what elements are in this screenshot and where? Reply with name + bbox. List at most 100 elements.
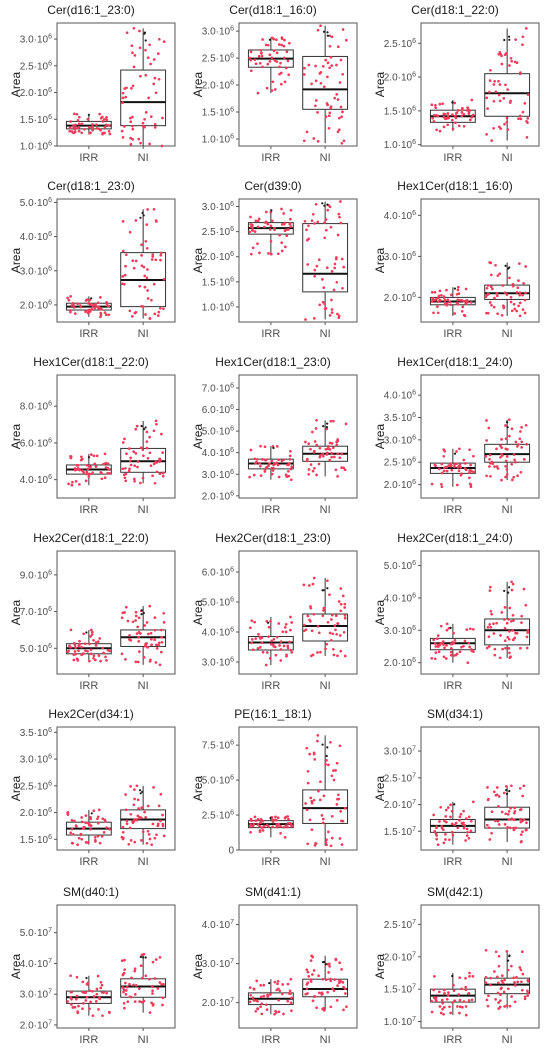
data-point (448, 300, 452, 304)
data-point (334, 958, 338, 962)
y-tick-label: 2.0·107 (384, 951, 416, 963)
data-point (129, 839, 133, 842)
data-point (313, 758, 317, 761)
data-point (153, 616, 157, 619)
data-point (128, 467, 131, 471)
data-point (504, 464, 507, 468)
data-point (315, 1006, 318, 1010)
data-point (87, 310, 91, 314)
data-point (262, 983, 266, 987)
data-point (124, 466, 127, 470)
data-point (328, 965, 331, 968)
data-point (525, 443, 528, 446)
data-point (277, 622, 281, 625)
boxplot-panel: SM(d40:1) 2.0·107 3.0·107 4.0·107 5.0·107 IRR… (0, 885, 182, 1055)
data-point (309, 463, 313, 466)
data-point (504, 812, 508, 816)
data-point (146, 646, 149, 649)
data-point (458, 1005, 462, 1009)
data-point (77, 649, 80, 653)
data-point (306, 970, 310, 974)
data-point (290, 824, 294, 828)
data-point (150, 1001, 153, 1005)
y-tick-label: 2.0·106 (384, 657, 416, 669)
data-point (302, 583, 306, 587)
data-point (100, 991, 104, 994)
y-tick-label: 3.0·106 (202, 657, 234, 669)
data-point (446, 114, 450, 118)
x-tick-label: NI (138, 504, 149, 516)
data-point (450, 822, 454, 826)
data-point (442, 1005, 446, 1009)
y-tick-label: 1.0·106 (384, 139, 416, 151)
data-point (103, 819, 107, 823)
data-point (324, 228, 328, 232)
data-point (98, 997, 102, 1001)
data-point (274, 653, 278, 657)
data-point (89, 652, 93, 656)
data-point (470, 648, 473, 651)
data-point (283, 221, 287, 225)
data-point (267, 252, 270, 255)
data-point (85, 470, 89, 474)
y-tick-label: 1.0·106 (20, 141, 52, 153)
data-point (162, 621, 166, 624)
data-point (330, 836, 334, 840)
data-point (328, 441, 332, 445)
y-axis-label: Area (9, 424, 23, 450)
data-point (307, 975, 311, 978)
data-point (324, 841, 328, 844)
data-point (151, 474, 154, 478)
data-point (434, 297, 438, 301)
data-point (457, 124, 461, 128)
data-point (499, 993, 502, 997)
data-point (151, 253, 155, 256)
data-point (507, 618, 510, 621)
data-point (69, 456, 73, 460)
data-point (266, 43, 270, 47)
data-point (254, 62, 258, 66)
boxplot-panel: Hex2Cer(d34:1) 1.5·106 2.0·106 2.5·106 3.0·1… (0, 707, 182, 877)
data-point (158, 663, 162, 667)
data-point (340, 452, 343, 456)
data-point (141, 830, 145, 834)
data-point (133, 54, 137, 57)
data-point (489, 625, 493, 629)
data-point (145, 276, 149, 280)
data-point (343, 654, 347, 658)
outlier-point (321, 743, 324, 746)
data-point (256, 242, 259, 246)
chart-title: Cer(d16:1_23:0) (47, 3, 135, 17)
data-point (442, 454, 446, 458)
data-point (148, 977, 151, 981)
data-point (508, 1004, 512, 1008)
data-point (486, 1004, 490, 1008)
data-point (271, 80, 275, 84)
data-point (502, 97, 506, 100)
data-point (515, 975, 518, 979)
data-point (123, 125, 126, 128)
data-point (316, 111, 319, 114)
data-point (148, 142, 151, 146)
box-irr (429, 971, 476, 1017)
data-point (93, 835, 97, 839)
box-ni (120, 784, 167, 847)
data-point (273, 818, 277, 822)
data-point (506, 128, 510, 131)
data-point (90, 630, 94, 634)
data-point (279, 824, 282, 828)
data-point (151, 960, 155, 964)
data-point (162, 611, 166, 615)
data-point (443, 646, 446, 650)
data-point (319, 650, 322, 654)
data-point (442, 115, 446, 119)
data-point (469, 829, 473, 833)
data-point (500, 446, 503, 449)
data-point (281, 630, 285, 634)
data-point (106, 462, 110, 465)
data-point (276, 979, 280, 983)
data-point (494, 950, 498, 954)
data-point (313, 449, 316, 453)
data-point (440, 471, 444, 475)
data-point (316, 28, 320, 32)
